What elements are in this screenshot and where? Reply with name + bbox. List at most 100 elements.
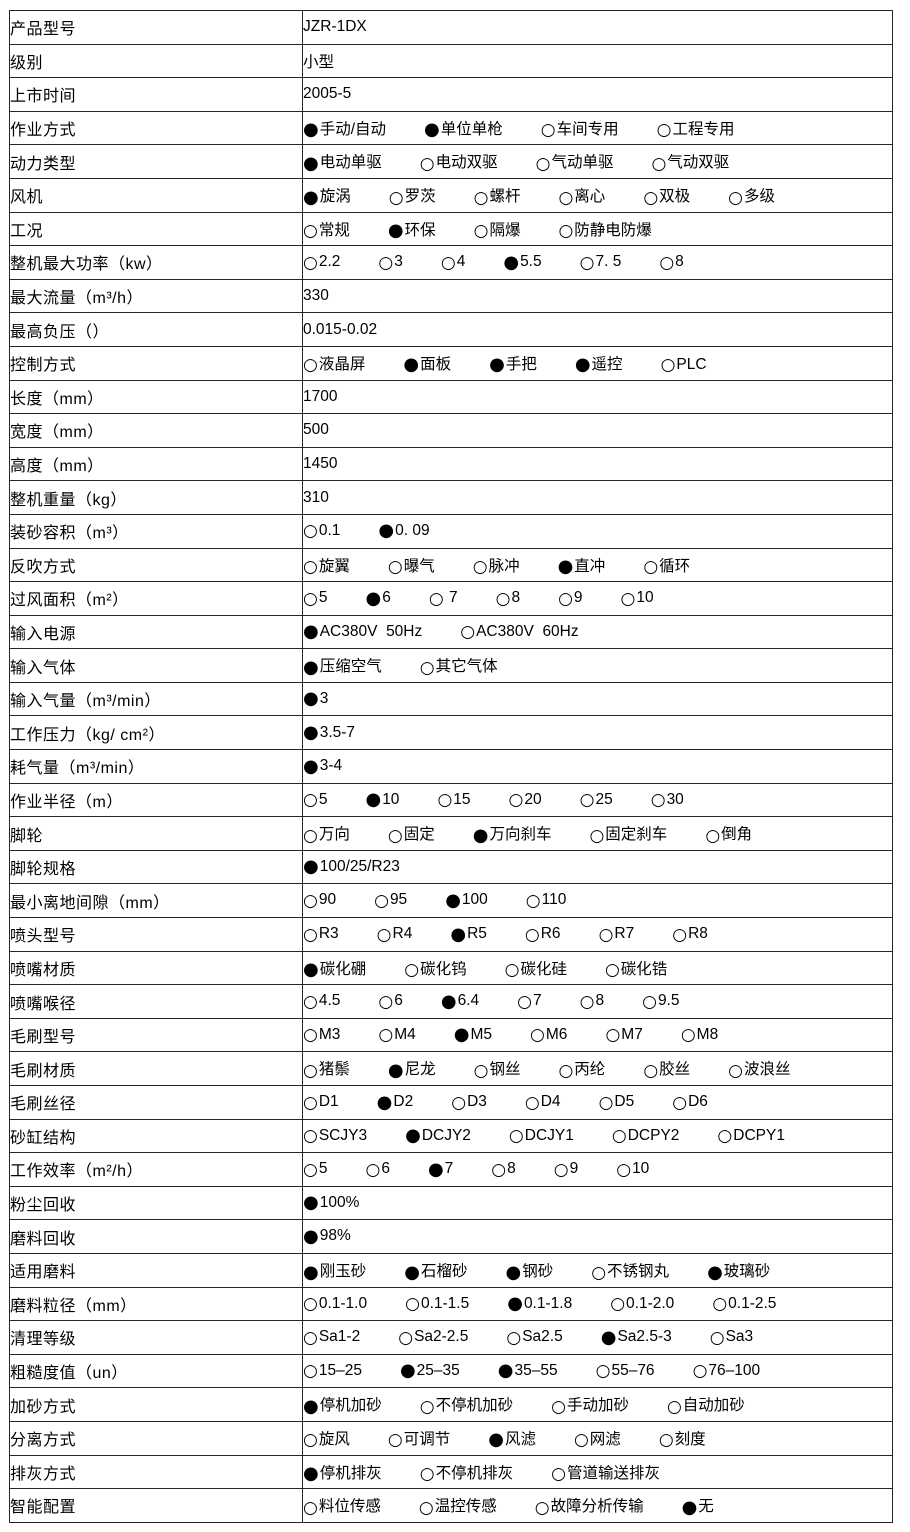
radio-unselected-icon: ○: [598, 924, 614, 945]
spec-option: ○8: [496, 589, 520, 608]
radio-selected-icon: ●: [365, 789, 382, 811]
spec-label: 最大流量（m³/h）: [9, 278, 303, 314]
radio-selected-icon: ●: [681, 1496, 698, 1518]
spec-option: ○液晶屏: [304, 352, 366, 375]
radio-unselected-icon: ○: [680, 1025, 696, 1046]
spec-option: ○旋风: [304, 1427, 350, 1450]
spec-option-label: 环保: [404, 221, 436, 239]
spec-label: 作业半径（m）: [9, 782, 303, 818]
spec-value-cell: ●100%: [302, 1185, 893, 1221]
spec-value-text: JZR-1DX: [303, 18, 367, 36]
radio-unselected-icon: ○: [658, 1430, 674, 1451]
radio-unselected-icon: ○: [551, 1396, 566, 1417]
radio-unselected-icon: ○: [303, 790, 318, 811]
spec-option-label: 不停机排灰: [435, 1464, 514, 1482]
table-row: 喷嘴喉径 ○4.5 ○6 ●6.4 ○7 ○8 ○9.5: [9, 984, 893, 1019]
radio-unselected-icon: ○: [303, 1060, 318, 1081]
spec-value-cell: ○万向 ○固定 ●万向刹车 ○固定刹车 ○倒角: [302, 816, 893, 851]
spec-option: ○脉冲: [473, 554, 520, 577]
radio-selected-icon: ●: [303, 621, 319, 643]
spec-option-label: 万向刹车: [489, 826, 552, 844]
spec-option-label: 0.1-1.8: [523, 1294, 573, 1312]
radio-unselected-icon: ○: [303, 521, 318, 542]
radio-unselected-icon: ○: [642, 991, 657, 1012]
radio-selected-icon: ●: [557, 556, 574, 578]
spec-option-label: 无: [698, 1498, 714, 1516]
spec-option-label: R4: [392, 925, 413, 943]
spec-option: ○工程专用: [657, 117, 735, 140]
spec-option-label: D2: [393, 1093, 414, 1111]
table-row: 风机 ●旋涡 ○罗茨 ○螺杆 ○离心 ○双极 ○多级: [9, 177, 893, 213]
spec-option: ●98%: [304, 1227, 351, 1246]
spec-option-label: 110: [541, 891, 567, 909]
spec-option-label: M7: [621, 1025, 643, 1043]
radio-unselected-icon: ○: [303, 1025, 318, 1046]
spec-option-label: 故障分析传输: [550, 1498, 644, 1516]
spec-option: ●AC380V 50Hz: [303, 621, 423, 643]
spec-option-label: 76–100: [708, 1361, 761, 1379]
radio-unselected-icon: ○: [504, 960, 520, 981]
spec-option-label: 气动单驱: [551, 154, 614, 172]
spec-option-label: 工程专用: [672, 120, 735, 138]
spec-option: ●25–35: [400, 1362, 460, 1381]
table-row: 级别 小型: [9, 43, 893, 79]
radio-unselected-icon: ○: [508, 790, 524, 811]
spec-option-label: 6: [381, 1160, 390, 1178]
radio-unselected-icon: ○: [419, 153, 435, 174]
spec-option: ●0.1-1.8: [507, 1295, 572, 1314]
radio-unselected-icon: ○: [473, 1060, 489, 1081]
spec-value-cell: ○90 ○95 ●100 ○110: [302, 883, 893, 919]
radio-selected-icon: ●: [303, 688, 319, 710]
spec-option-label: 波浪丝: [744, 1061, 791, 1079]
spec-option-label: 3.5-7: [319, 723, 356, 741]
spec-label: 脚轮: [9, 816, 303, 851]
spec-option: ●手动/自动: [304, 117, 387, 140]
radio-selected-icon: ●: [489, 354, 505, 376]
spec-label: 粗糙度值（un）: [9, 1353, 303, 1389]
spec-option: ●3-4: [304, 757, 343, 776]
spec-value-text: 500: [303, 421, 329, 439]
spec-option: ○万向: [304, 822, 350, 845]
spec-label: 级别: [9, 43, 303, 79]
spec-option-label: M8: [696, 1025, 719, 1043]
spec-option: ○55–76: [596, 1362, 655, 1381]
radio-unselected-icon: ○: [672, 1092, 688, 1113]
spec-option: ○4: [441, 253, 465, 272]
spec-option-label: 常规: [318, 221, 350, 239]
spec-option-label: 25: [595, 790, 613, 808]
spec-value-cell: ○4.5 ○6 ●6.4 ○7 ○8 ○9.5: [302, 984, 893, 1019]
table-row: 工作压力（kg/ cm²） ●3.5-7: [9, 715, 893, 751]
spec-value-text: 1700: [303, 387, 338, 405]
spec-option: ●旋涡: [304, 184, 351, 207]
spec-option-label: 自动加砂: [682, 1397, 745, 1415]
spec-option: ○Sa2.5: [506, 1328, 562, 1347]
spec-value-cell: ●100/25/R23: [302, 849, 893, 885]
radio-selected-icon: ●: [303, 856, 319, 878]
radio-unselected-icon: ○: [558, 1060, 574, 1081]
spec-option-label: 100/25/R23: [319, 857, 400, 875]
spec-label: 输入电源: [9, 614, 303, 650]
spec-option: ○车间专用: [541, 117, 619, 140]
spec-option: ○15: [437, 791, 470, 810]
spec-option: ○固定刹车: [589, 822, 667, 845]
radio-unselected-icon: ○: [551, 1464, 566, 1485]
radio-unselected-icon: ○: [643, 187, 659, 208]
spec-option: ○2.2: [304, 253, 341, 272]
spec-option: ○气动单驱: [536, 150, 614, 173]
spec-label: 整机最大功率（kw）: [9, 245, 303, 280]
radio-unselected-icon: ○: [303, 221, 318, 242]
spec-option: ●钢砂: [505, 1259, 553, 1282]
spec-option: ●DCJY2: [405, 1127, 471, 1146]
spec-option: ●风滤: [488, 1427, 536, 1450]
radio-unselected-icon: ○: [378, 991, 394, 1012]
spec-option: ○M3: [303, 1025, 341, 1046]
radio-selected-icon: ●: [450, 923, 467, 945]
spec-option: ○R3: [304, 925, 339, 944]
spec-option: ○防静电防爆: [558, 218, 651, 241]
spec-option-label: 玻璃砂: [723, 1263, 771, 1281]
spec-value-cell: ○常规 ●环保 ○隔爆 ○防静电防爆: [302, 211, 893, 247]
radio-selected-icon: ●: [378, 520, 395, 542]
radio-selected-icon: ●: [399, 1360, 416, 1382]
radio-selected-icon: ●: [303, 1261, 319, 1283]
